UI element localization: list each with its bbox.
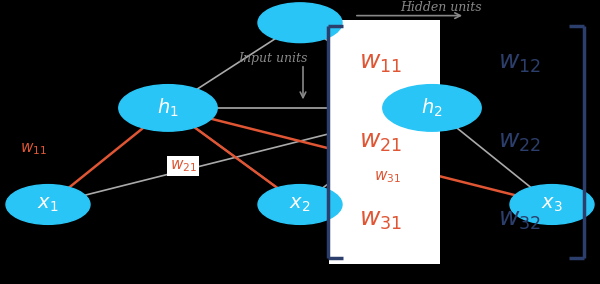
Circle shape xyxy=(258,3,342,43)
Text: $w_{21}$: $w_{21}$ xyxy=(170,158,196,174)
Bar xyxy=(329,20,440,264)
Text: Input units: Input units xyxy=(238,52,308,65)
Text: $h_1$: $h_1$ xyxy=(157,97,179,119)
Text: $w_{21}$: $w_{21}$ xyxy=(359,131,403,153)
Text: Hidden units: Hidden units xyxy=(400,1,482,14)
Text: $w_{12}$: $w_{12}$ xyxy=(497,53,541,75)
Circle shape xyxy=(510,185,594,224)
Circle shape xyxy=(383,85,481,131)
Text: $w_{22}$: $w_{22}$ xyxy=(497,131,541,153)
Text: $h_2$: $h_2$ xyxy=(421,97,443,119)
Text: $w_{31}$: $w_{31}$ xyxy=(359,209,403,231)
Text: $w_{11}$: $w_{11}$ xyxy=(359,53,403,75)
Circle shape xyxy=(258,185,342,224)
Text: $x_2$: $x_2$ xyxy=(289,195,311,214)
Text: $x_3$: $x_3$ xyxy=(541,195,563,214)
Text: $w_{31}$: $w_{31}$ xyxy=(374,170,400,185)
Text: $w_{11}$: $w_{11}$ xyxy=(20,141,46,157)
Circle shape xyxy=(6,185,90,224)
Text: $w_{32}$: $w_{32}$ xyxy=(497,209,541,231)
Text: $x_1$: $x_1$ xyxy=(37,195,59,214)
Circle shape xyxy=(119,85,217,131)
